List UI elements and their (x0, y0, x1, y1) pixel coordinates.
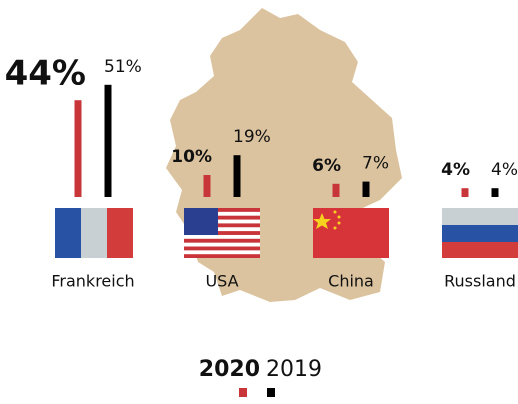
value-label: 19% (233, 127, 271, 147)
bar (104, 84, 112, 197)
bar (332, 183, 340, 197)
bar (74, 100, 82, 197)
flag-france (55, 208, 133, 258)
value-label: 44% (5, 54, 86, 94)
value-label: 4% (441, 160, 470, 180)
category-label: Frankreich (51, 272, 134, 291)
legend-swatch (239, 388, 247, 397)
bar (203, 175, 211, 197)
value-label: 6% (312, 156, 341, 176)
value-label: 10% (171, 147, 212, 167)
legend-label: 2019 (266, 357, 322, 382)
bar (491, 188, 499, 197)
bar (461, 188, 469, 197)
flag-russia (442, 208, 518, 258)
legend-swatch (267, 388, 275, 397)
category-label: USA (205, 272, 238, 291)
legend-label: 2020 (199, 357, 260, 382)
value-label: 7% (362, 154, 389, 174)
flag-china (313, 208, 389, 258)
category-label: China (328, 272, 374, 291)
value-label: 51% (104, 57, 142, 77)
bar (362, 181, 370, 197)
flag-usa (184, 208, 260, 258)
category-label: Russland (444, 272, 516, 291)
value-label: 4% (491, 160, 518, 180)
bar (233, 155, 241, 197)
